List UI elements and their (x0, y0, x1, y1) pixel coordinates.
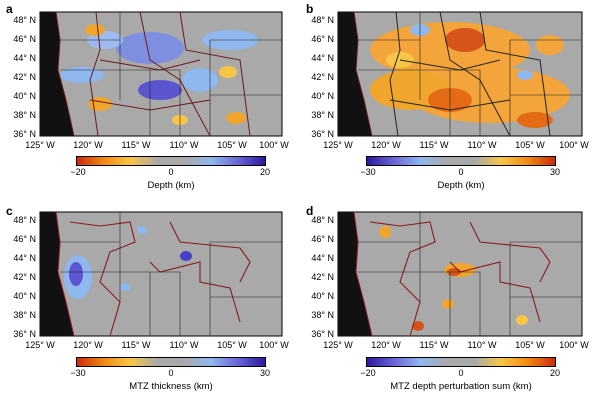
lat-label: 48° N (311, 15, 334, 25)
colorbar-tick: −30 (360, 167, 376, 177)
lon-label: 115° W (419, 340, 449, 350)
lat-label: 46° N (311, 34, 334, 44)
lat-label: 38° N (13, 310, 36, 320)
lat-label: 40° N (13, 291, 36, 301)
colorbar-tick: 30 (259, 368, 270, 378)
lat-label: 42° N (13, 72, 36, 82)
lat-label: 38° N (311, 310, 334, 320)
colorbar-tick: 0 (168, 167, 174, 177)
lon-label: 115° W (121, 140, 151, 150)
panel-letter: d (306, 204, 314, 218)
colorbar (76, 156, 266, 166)
lon-label: 120° W (73, 140, 103, 150)
lat-label: 40° N (311, 291, 334, 301)
lat-label: 48° N (13, 215, 36, 225)
lat-label: 44° N (311, 253, 334, 263)
map-depth-410 (39, 11, 283, 137)
colorbar-tick: 30 (549, 167, 560, 177)
lon-label: 100° W (559, 140, 589, 150)
colorbar (366, 357, 556, 367)
panel-letter: a (6, 2, 13, 16)
lon-label: 115° W (419, 140, 449, 150)
lon-label: 105° W (515, 340, 545, 350)
lon-label: 105° W (217, 340, 247, 350)
map-depth-660 (337, 11, 583, 137)
lat-label: 42° N (311, 72, 334, 82)
lat-label: 48° N (311, 215, 334, 225)
colorbar (76, 357, 266, 367)
colorbar-tick: 20 (259, 167, 270, 177)
colorbar-tick: −30 (70, 368, 86, 378)
lat-label: 36° N (13, 129, 36, 139)
lon-label: 100° W (259, 140, 289, 150)
panel-b: b 48° N 46° N 44° N 42° N 40° N 38° N 36… (300, 0, 600, 202)
lon-label: 110° W (467, 140, 497, 150)
lon-label: 105° W (515, 140, 545, 150)
lon-label: 125° W (323, 140, 353, 150)
colorbar-tick: −20 (70, 167, 86, 177)
lat-label: 36° N (13, 329, 36, 339)
lon-label: 110° W (169, 140, 199, 150)
colorbar-tick: 20 (549, 368, 560, 378)
lon-label: 110° W (169, 340, 199, 350)
lat-label: 44° N (311, 53, 334, 63)
lat-label: 40° N (311, 91, 334, 101)
lon-label: 110° W (467, 340, 497, 350)
lon-label: 105° W (217, 140, 247, 150)
lon-label: 125° W (323, 340, 353, 350)
lat-label: 36° N (311, 129, 334, 139)
lon-label: 125° W (25, 340, 55, 350)
lat-label: 42° N (311, 272, 334, 282)
map-mtz-perturbation-sum (337, 211, 583, 337)
lat-label: 44° N (13, 53, 36, 63)
map-mtz-thickness (39, 211, 283, 337)
lat-label: 36° N (311, 329, 334, 339)
lat-label: 44° N (13, 253, 36, 263)
lat-label: 38° N (311, 110, 334, 120)
colorbar-title: Depth (km) (147, 180, 195, 191)
lat-label: 46° N (13, 34, 36, 44)
lat-label: 46° N (13, 234, 36, 244)
lat-label: 42° N (13, 272, 36, 282)
lon-label: 125° W (25, 140, 55, 150)
lon-label: 100° W (559, 340, 589, 350)
lon-label: 100° W (259, 340, 289, 350)
lon-label: 120° W (371, 340, 401, 350)
panel-letter: c (6, 204, 13, 218)
panel-d: d 48° N 46° N 44° N 42° N 40° N 38° N 36… (300, 202, 600, 404)
lat-label: 40° N (13, 91, 36, 101)
colorbar-title: Depth (km) (437, 180, 485, 191)
colorbar-tick: −20 (360, 368, 376, 378)
colorbar (366, 156, 556, 166)
colorbar-tick: 0 (458, 368, 464, 378)
panel-a: a 48° N 46° N 44° N 42° N 40° N 38° N 36… (0, 0, 300, 202)
colorbar-title: MTZ depth perturbation sum (km) (390, 381, 532, 392)
panel-letter: b (306, 2, 314, 16)
colorbar-tick: 0 (168, 368, 174, 378)
colorbar-tick: 0 (458, 167, 464, 177)
lat-label: 48° N (13, 15, 36, 25)
lat-label: 46° N (311, 234, 334, 244)
lat-label: 38° N (13, 110, 36, 120)
lon-label: 120° W (371, 140, 401, 150)
lon-label: 115° W (121, 340, 151, 350)
lon-label: 120° W (73, 340, 103, 350)
colorbar-title: MTZ thickness (km) (129, 381, 213, 392)
panel-c: c 48° N 46° N 44° N 42° N 40° N 38° N 36… (0, 202, 300, 404)
